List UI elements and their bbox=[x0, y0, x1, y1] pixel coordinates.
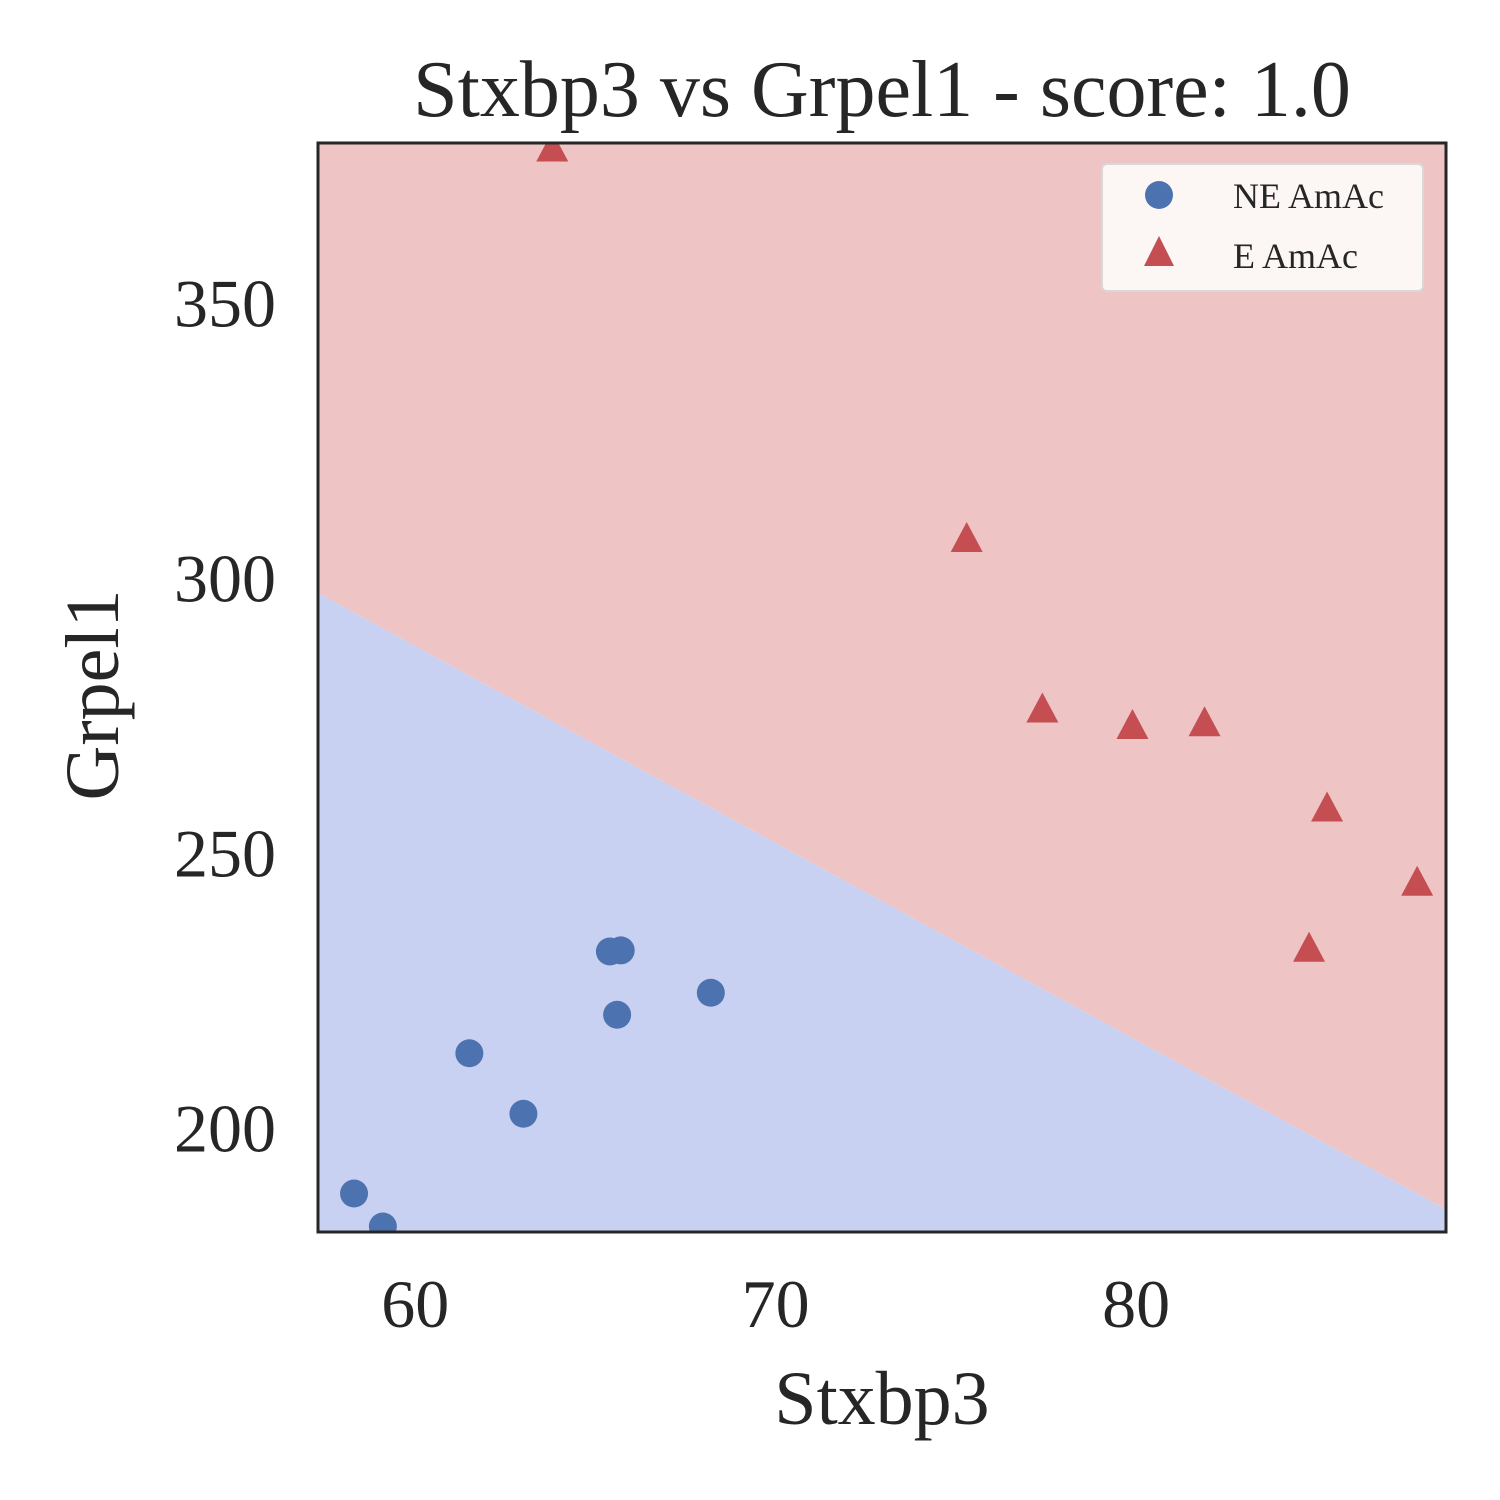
legend-triangle-marker bbox=[1144, 236, 1174, 266]
y-tick-label: 350 bbox=[174, 266, 276, 342]
legend-label-e: E AmAc bbox=[1233, 236, 1358, 276]
legend-label-ne: NE AmAc bbox=[1233, 176, 1384, 216]
legend: NE AmAc E AmAc bbox=[1101, 163, 1424, 292]
plot-area bbox=[318, 143, 1446, 1232]
data-point-e-amac bbox=[1293, 931, 1326, 962]
data-point-ne-amac bbox=[340, 1179, 369, 1208]
data-point-e-amac bbox=[536, 143, 569, 162]
data-point-ne-amac bbox=[509, 1099, 538, 1128]
chart-title: Stxbp3 vs Grpel1 - score: 1.0 bbox=[413, 46, 1351, 134]
x-axis-ticks: 60 70 80 bbox=[381, 1266, 1170, 1342]
data-point-ne-amac bbox=[606, 936, 635, 965]
x-tick-label: 60 bbox=[381, 1266, 449, 1342]
plot-frame bbox=[316, 141, 1448, 1234]
data-point-e-amac bbox=[1026, 692, 1059, 723]
data-point-e-amac bbox=[1116, 709, 1149, 739]
x-axis-label: Stxbp3 bbox=[774, 1357, 989, 1441]
y-axis-label: Grpel1 bbox=[51, 589, 135, 800]
data-point-e-amac bbox=[1311, 791, 1344, 822]
legend-circle-marker bbox=[1145, 181, 1173, 209]
region-ne-amac bbox=[318, 592, 1446, 1232]
y-axis-ticks: 200 250 300 350 bbox=[174, 266, 276, 1167]
y-tick-label: 300 bbox=[174, 541, 276, 617]
data-marks bbox=[340, 143, 1434, 1232]
data-point-ne-amac bbox=[603, 1000, 632, 1029]
x-tick-label: 80 bbox=[1102, 1266, 1170, 1342]
data-point-e-amac bbox=[950, 522, 983, 552]
y-tick-label: 200 bbox=[174, 1091, 276, 1167]
region-e-amac bbox=[318, 143, 1446, 1210]
data-point-e-amac bbox=[1188, 706, 1221, 737]
data-point-e-amac bbox=[1401, 865, 1434, 896]
data-point-ne-amac bbox=[368, 1212, 397, 1232]
y-tick-label: 250 bbox=[174, 816, 276, 892]
legend-box bbox=[1101, 163, 1424, 292]
data-point-ne-amac bbox=[696, 978, 725, 1007]
x-tick-label: 70 bbox=[742, 1266, 810, 1342]
data-point-ne-amac bbox=[455, 1039, 484, 1068]
